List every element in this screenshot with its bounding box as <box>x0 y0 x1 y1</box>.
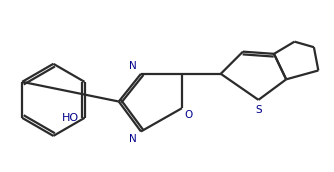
Text: HO: HO <box>62 113 79 123</box>
Text: O: O <box>185 110 193 120</box>
Text: S: S <box>255 105 262 115</box>
Text: N: N <box>129 61 137 71</box>
Text: N: N <box>129 134 137 144</box>
